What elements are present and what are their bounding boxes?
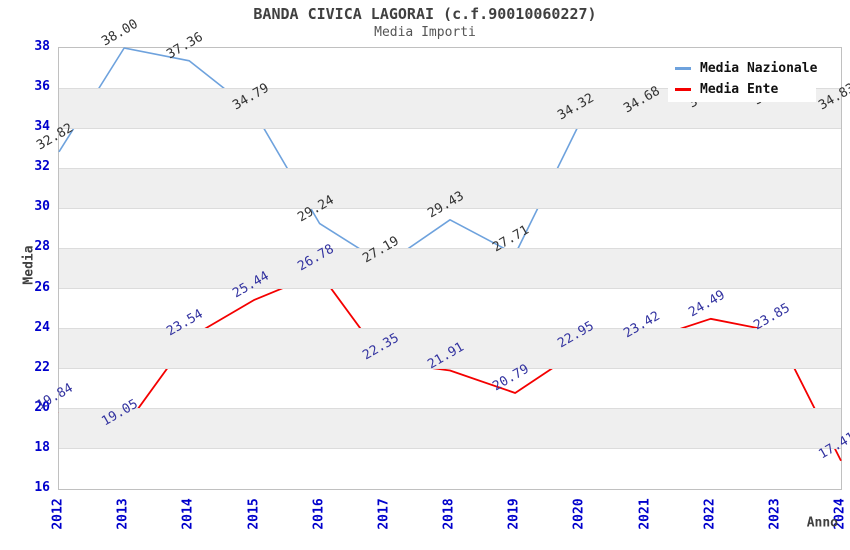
legend-item-media-nazionale: Media Nazionale — [668, 58, 818, 79]
legend-line-swatch-media-nazionale — [675, 67, 691, 70]
y-tick-label: 38 — [34, 39, 50, 54]
x-tick-label: 2017 — [376, 498, 392, 530]
x-tick-label: 2015 — [246, 498, 261, 530]
y-tick-label: 24 — [34, 319, 50, 335]
x-tick-label: 2019 — [506, 498, 522, 530]
plot-band — [59, 328, 841, 369]
y-tick-label: 18 — [34, 439, 50, 455]
gridline — [59, 328, 841, 330]
x-tick-label: 2021 — [637, 498, 652, 530]
y-tick-label: 22 — [34, 359, 50, 375]
plot-area — [58, 47, 842, 490]
x-tick-label: 2022 — [702, 498, 718, 530]
plot-band — [59, 408, 841, 449]
x-tick-label: 2014 — [180, 498, 196, 530]
x-tick-label: 2013 — [115, 498, 131, 530]
gridline — [59, 368, 841, 370]
chart-title: BANDA CIVICA LAGORAI (c.f.90010060227) — [253, 5, 597, 23]
y-tick-label: 34 — [34, 119, 50, 135]
gridline — [59, 167, 841, 169]
x-tick-label: 2016 — [311, 498, 327, 530]
x-axis-title: Anno — [806, 515, 838, 531]
legend: Media Nazionale Media Ente — [668, 56, 818, 102]
x-tick-label: 2020 — [571, 498, 587, 530]
y-axis-title: Media — [21, 245, 37, 285]
x-tick-label: 2018 — [441, 498, 457, 530]
y-tick-label: 20 — [34, 399, 50, 415]
y-tick-label: 32 — [34, 159, 50, 175]
gridline — [59, 448, 841, 450]
gridline — [59, 207, 841, 209]
chart-subtitle: Media Importi — [374, 25, 476, 40]
legend-label: Media Ente — [700, 82, 779, 97]
y-tick-label: 36 — [34, 79, 50, 95]
gridline — [59, 127, 841, 129]
plot-band — [59, 248, 841, 289]
legend-label: Media Nazionale — [700, 61, 818, 76]
x-tick-label: 2012 — [50, 498, 66, 530]
legend-line-swatch-media-ente — [675, 88, 691, 91]
legend-item-media-ente: Media Ente — [668, 79, 816, 100]
gridline — [59, 408, 841, 410]
y-tick-label: 16 — [34, 480, 50, 495]
x-tick-label: 2023 — [767, 498, 783, 530]
y-tick-label: 30 — [34, 199, 50, 215]
gridline — [59, 288, 841, 290]
plot-band — [59, 168, 841, 209]
gridline — [59, 87, 841, 89]
gridline — [59, 247, 841, 249]
